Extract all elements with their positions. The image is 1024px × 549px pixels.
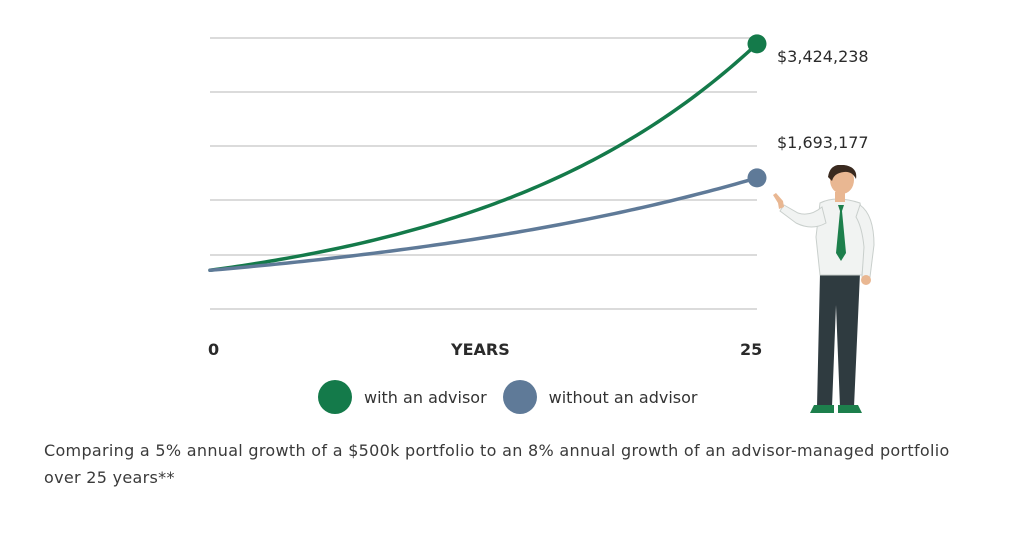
end-value-label-without-advisor: $1,693,177 [777,133,869,152]
advisor-person-icon [773,165,875,413]
legend-label-without-advisor: without an advisor [548,387,698,407]
chart-caption: Comparing a 5% annual growth of a $500k … [44,441,950,487]
x-tick-label-end: 25 [740,340,763,359]
series-line-without-advisor [208,176,759,273]
legend: with an advisor without an advisor [318,380,713,414]
legend-swatch-with-advisor [318,380,352,414]
gridlines [210,37,757,310]
x-axis-title: YEARS [451,340,510,359]
legend-label-with-advisor: with an advisor [364,387,487,407]
legend-item-with-advisor: with an advisor [318,380,487,414]
series-line-with-advisor [208,42,759,273]
legend-swatch-without-advisor [502,380,537,414]
series-endpoint-without-advisor [747,168,767,188]
series-endpoint-with-advisor [747,34,767,54]
end-value-label-with-advisor: $3,424,238 [777,47,869,66]
x-tick-label-start: 0 [208,340,220,359]
legend-item-without-advisor: without an advisor [502,380,698,414]
